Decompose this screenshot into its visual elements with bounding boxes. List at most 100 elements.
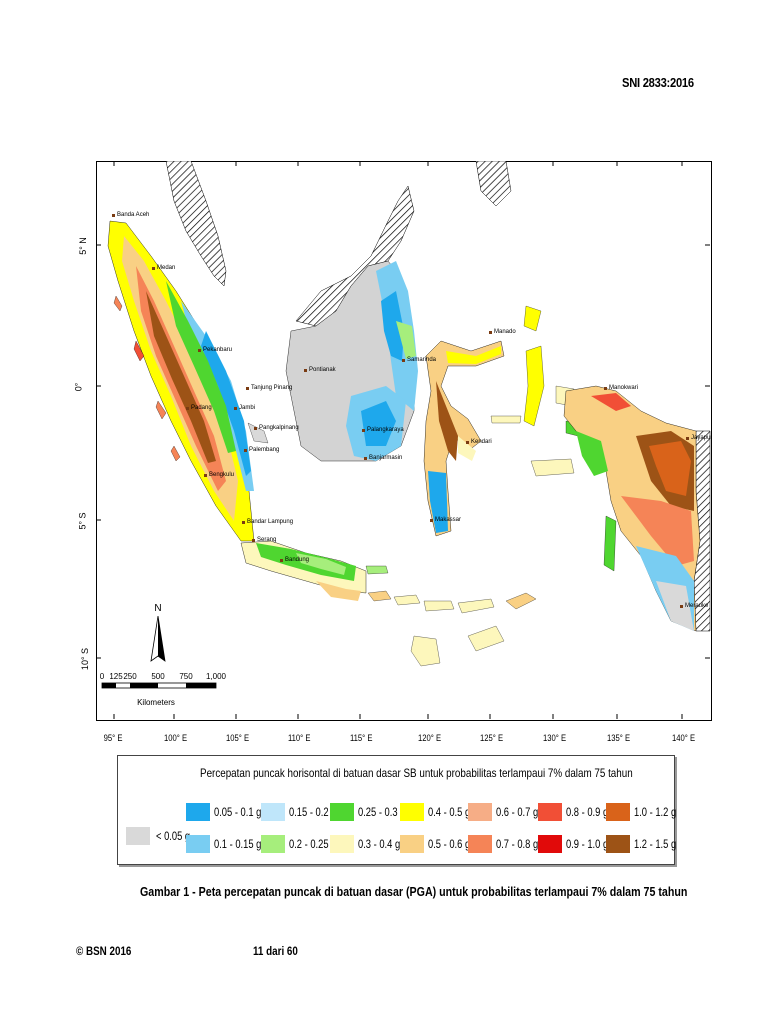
- legend-swatch: [538, 835, 562, 853]
- city-label: Pekanbaru: [203, 347, 232, 353]
- scale-tick-label: 250: [123, 672, 137, 681]
- latitude-tick-label: 5° N: [77, 237, 88, 255]
- city-label: Pontianak: [309, 367, 337, 373]
- maluku: [523, 345, 617, 572]
- city-marker: [362, 429, 365, 432]
- legend-swatch: [400, 835, 424, 853]
- longitude-tick-label: 100° E: [164, 733, 188, 743]
- city-label: Medan: [157, 265, 175, 271]
- city-label: Palangkaraya: [367, 427, 404, 433]
- legend-swatch: [606, 803, 630, 821]
- longitude-tick-label: 135° E: [607, 733, 631, 743]
- legend-swatch: [330, 803, 354, 821]
- city-label: Manado: [494, 329, 516, 335]
- sulawesi: [423, 340, 505, 537]
- legend-swatch: [606, 835, 630, 853]
- city-marker: [234, 407, 237, 410]
- city-label: Pangkalpinang: [259, 425, 299, 431]
- city-marker: [686, 437, 689, 440]
- city-label: Tanjung Pinang: [251, 385, 292, 391]
- scale-bar: [101, 682, 217, 689]
- city-marker: [466, 441, 469, 444]
- legend-label: < 0.05 g: [156, 829, 191, 843]
- city-label: Makassar: [435, 517, 461, 523]
- city-label: Padang: [191, 405, 212, 411]
- footer-copyright: © BSN 2016: [76, 944, 132, 958]
- longitude-tick-label: 95° E: [103, 733, 123, 743]
- longitude-tick-label: 115° E: [349, 733, 373, 743]
- legend-swatch: [538, 803, 562, 821]
- legend-label: 0.6 - 0.7 g: [496, 805, 539, 819]
- papua: [563, 385, 701, 632]
- north-arrow-icon: [150, 615, 166, 662]
- north-label: N: [154, 603, 161, 614]
- malay-peninsula: [165, 161, 227, 287]
- city-label: Banda Aceh: [117, 212, 149, 218]
- legend-label: 0.2 - 0.25 g: [289, 837, 337, 851]
- legend-swatch: [261, 803, 285, 821]
- city-marker: [204, 474, 207, 477]
- longitude-tick-label: 140° E: [672, 733, 696, 743]
- legend-swatch: [468, 835, 492, 853]
- legend-label: 0.15 - 0.2 g: [289, 805, 337, 819]
- city-marker: [304, 369, 307, 372]
- latitude-tick-label: 0°: [73, 382, 84, 392]
- city-marker: [680, 605, 683, 608]
- city-label: Bandung: [285, 557, 309, 563]
- pga-map: N 0 125 250 500 750 1,000 Kilometers Banda Ac…: [96, 161, 712, 719]
- city-marker: [246, 387, 249, 390]
- city-marker: [186, 407, 189, 410]
- nusa-tenggara: [367, 590, 537, 667]
- latitude-tick-label: 5° S: [77, 512, 88, 530]
- figure-caption: Gambar 1 - Peta percepatan puncak di bat…: [140, 884, 688, 899]
- longitude-tick-label: 110° E: [287, 733, 311, 743]
- standard-code: SNI 2833:2016: [622, 75, 694, 90]
- legend-label: 0.1 - 0.15 g: [214, 837, 262, 851]
- scale-tick-label: 1,000: [206, 672, 227, 681]
- city-label: Jambi: [239, 405, 255, 411]
- city-marker: [364, 457, 367, 460]
- legend-label: 0.5 - 0.6 g: [428, 837, 471, 851]
- city-marker: [430, 519, 433, 522]
- kalimantan: [285, 260, 418, 462]
- scale-unit: Kilometers: [137, 698, 175, 707]
- city-marker: [152, 267, 155, 270]
- philippines-south: [475, 161, 512, 207]
- legend-swatch: [468, 803, 492, 821]
- city-label: Merauke: [685, 603, 709, 609]
- city-marker: [198, 349, 201, 352]
- legend-label: 0.25 - 0.3 g: [358, 805, 406, 819]
- city-marker: [254, 427, 257, 430]
- scale-tick-label: 0: [100, 672, 105, 681]
- scale-tick-label: 125: [109, 672, 123, 681]
- legend-label: 0.9 - 1.0 g: [566, 837, 609, 851]
- legend-label: 0.7 - 0.8 g: [496, 837, 539, 851]
- scale-tick-label: 500: [151, 672, 165, 681]
- legend-swatch: [400, 803, 424, 821]
- latitude-tick-label: 10° S: [80, 647, 91, 671]
- legend-label: 0.05 - 0.1 g: [214, 805, 262, 819]
- legend-label: 0.4 - 0.5 g: [428, 805, 471, 819]
- legend-swatch: [186, 803, 210, 821]
- city-label: Banjarmasin: [369, 455, 402, 461]
- city-marker: [112, 214, 115, 217]
- legend-label: 0.3 - 0.4 g: [358, 837, 401, 851]
- footer-page-number: 11 dari 60: [253, 944, 298, 958]
- city-label: Bengkulu: [209, 472, 234, 478]
- city-label: Bandar Lampung: [247, 519, 293, 525]
- scale-tick-label: 750: [179, 672, 193, 681]
- legend-swatch: [186, 835, 210, 853]
- city-marker: [252, 539, 255, 542]
- legend-label: 1.2 - 1.5 g: [634, 837, 677, 851]
- longitude-tick-label: 125° E: [480, 733, 504, 743]
- longitude-tick-label: 130° E: [543, 733, 567, 743]
- city-marker: [280, 559, 283, 562]
- legend-swatch: [126, 827, 150, 845]
- java: [240, 540, 367, 601]
- legend-title: Percepatan puncak horisontal di batuan d…: [200, 766, 633, 780]
- longitude-tick-label: 105° E: [226, 733, 250, 743]
- city-marker: [489, 331, 492, 334]
- city-label: Manokwari: [609, 385, 638, 391]
- city-marker: [242, 521, 245, 524]
- city-label: Jayapura: [691, 435, 712, 441]
